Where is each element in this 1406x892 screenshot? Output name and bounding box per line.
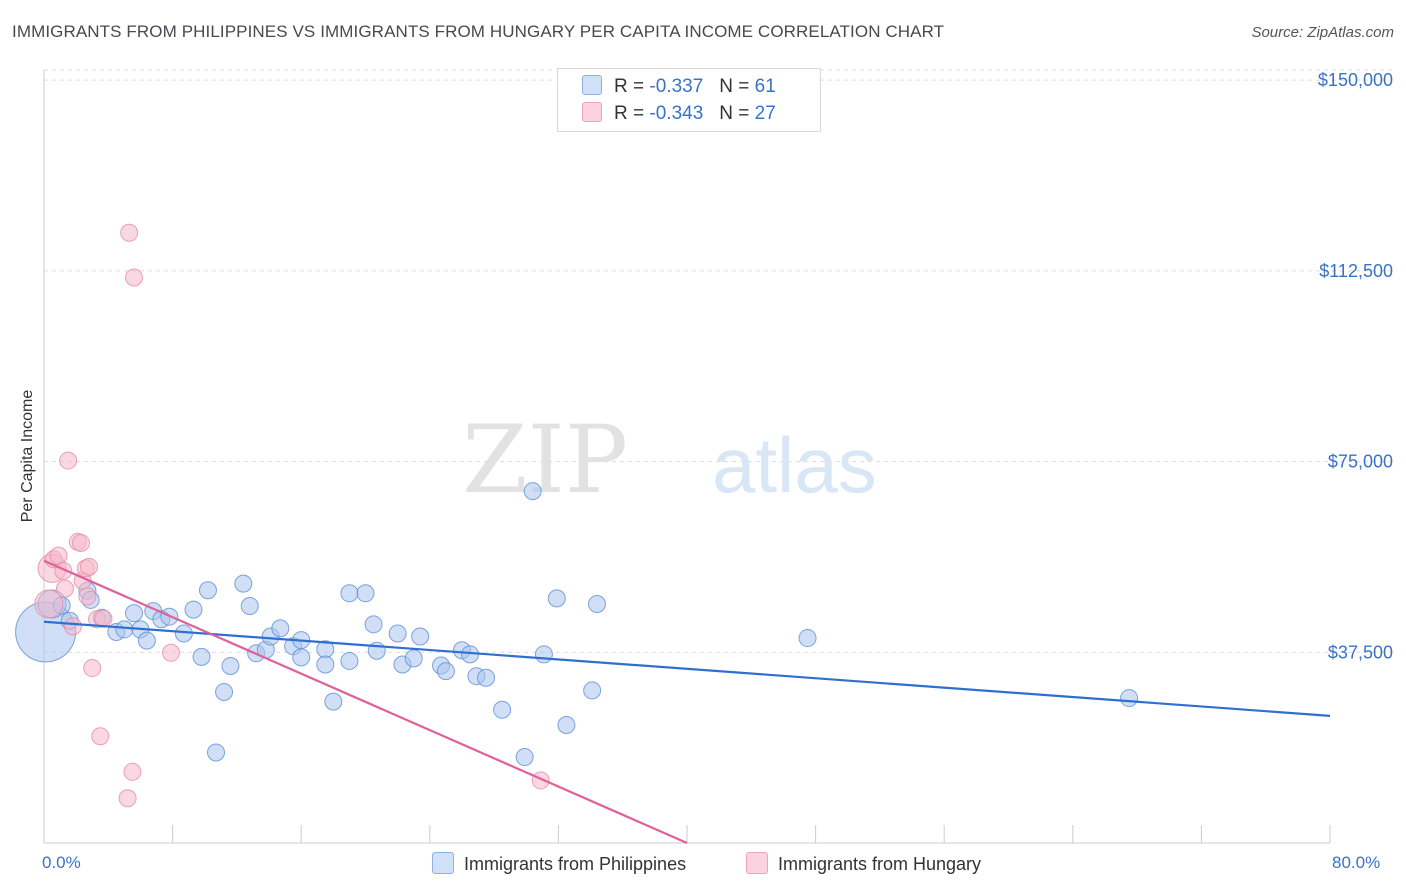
y-tick-label: $150,000 (1318, 70, 1393, 90)
legend-swatch-philippines (582, 75, 602, 95)
x-tick-label-min: 0.0% (42, 853, 81, 872)
data-point-philippines (340, 584, 359, 603)
data-point-philippines (557, 716, 576, 735)
data-point-philippines (534, 645, 553, 664)
y-tick-label: $75,000 (1328, 452, 1393, 472)
y-tick-labels: $37,500 $75,000 $112,500 $150,000 (1318, 70, 1393, 662)
data-point-philippines (324, 692, 343, 711)
data-point-philippines (221, 657, 240, 676)
data-point-philippines (583, 681, 602, 700)
data-points (15, 223, 1139, 808)
data-point-philippines (137, 631, 156, 650)
data-point-philippines (240, 597, 259, 616)
data-point-hungary (120, 223, 139, 242)
y-tick-label: $112,500 (1319, 261, 1393, 281)
data-point-philippines (198, 581, 217, 600)
legend-r-value: -0.343 (649, 103, 704, 124)
x-tick-label-max: 80.0% (1332, 853, 1381, 872)
data-point-philippines (356, 584, 375, 603)
data-point-philippines (184, 600, 203, 619)
data-point-hungary (80, 557, 99, 576)
legend-n-label: N = (719, 76, 750, 97)
data-point-philippines (234, 574, 253, 593)
y-axis-label: Per Capita Income (19, 389, 36, 523)
data-point-philippines (292, 648, 311, 667)
watermark-atlas: atlas (712, 421, 877, 509)
legend-n-value: 61 (754, 76, 776, 97)
data-point-hungary (83, 659, 102, 678)
legend-row-hungary: R = -0.343 N = 27 (582, 102, 776, 126)
data-point-philippines (404, 649, 423, 668)
data-point-hungary (118, 789, 137, 808)
legend-n-value: 27 (754, 103, 776, 124)
data-point-philippines (798, 629, 817, 648)
data-point-philippines (215, 682, 234, 701)
data-point-philippines (477, 668, 496, 687)
bottom-legend-swatch-philippines (432, 852, 454, 874)
chart-title: IMMIGRANTS FROM PHILIPPINES VS IMMIGRANT… (12, 22, 945, 41)
source-label: Source: ZipAtlas.com (1251, 24, 1394, 41)
legend-n-label: N = (719, 103, 750, 124)
legend-r-label: R = (614, 76, 645, 97)
data-point-philippines (207, 743, 226, 762)
legend-row-philippines: R = -0.337 N = 61 (582, 75, 776, 99)
data-point-philippines (1120, 689, 1139, 708)
data-point-philippines (436, 662, 455, 681)
data-point-philippines (388, 624, 407, 643)
watermark: ZIP atlas (462, 406, 876, 515)
data-point-philippines (364, 615, 383, 634)
data-point-philippines (340, 651, 359, 670)
data-point-hungary (59, 451, 78, 470)
data-point-philippines (515, 748, 534, 767)
trend-lines (43, 559, 1331, 845)
legend-swatch-hungary (582, 102, 602, 122)
data-point-philippines (125, 604, 144, 623)
data-point-hungary (123, 762, 142, 781)
correlation-legend: R = -0.337 N = 61 R = -0.343 N = 27 (557, 68, 821, 132)
legend-r-label: R = (614, 103, 645, 124)
data-point-philippines (493, 700, 512, 719)
trend-line-philippines (43, 620, 1331, 717)
data-point-hungary (49, 546, 68, 565)
legend-r-value: -0.337 (649, 76, 704, 97)
data-point-philippines (411, 627, 430, 646)
axes (43, 70, 1331, 844)
watermark-zip: ZIP (462, 406, 628, 515)
bottom-legend-philippines: Immigrants from Philippines (432, 852, 686, 875)
data-point-hungary (63, 617, 82, 636)
data-point-philippines (192, 647, 211, 666)
data-point-hungary (125, 268, 144, 287)
data-point-hungary (71, 533, 90, 552)
grid-lines (44, 69, 1394, 653)
data-point-hungary (161, 643, 180, 662)
bottom-legend-label: Immigrants from Hungary (778, 854, 982, 874)
y-tick-label: $37,500 (1328, 642, 1393, 662)
data-point-philippines (587, 594, 606, 613)
data-point-hungary (91, 727, 110, 746)
data-point-hungary (34, 589, 64, 619)
data-point-philippines (271, 619, 290, 638)
bottom-legend-hungary: Immigrants from Hungary (746, 852, 981, 875)
bottom-legend-label: Immigrants from Philippines (464, 854, 687, 874)
data-point-philippines (523, 482, 542, 501)
data-point-philippines (115, 620, 134, 639)
data-point-hungary (55, 579, 74, 598)
data-point-hungary (78, 587, 97, 606)
bottom-legend-swatch-hungary (746, 852, 768, 874)
data-point-philippines (547, 589, 566, 608)
trend-line-hungary (43, 559, 688, 845)
data-point-philippines (316, 655, 335, 674)
